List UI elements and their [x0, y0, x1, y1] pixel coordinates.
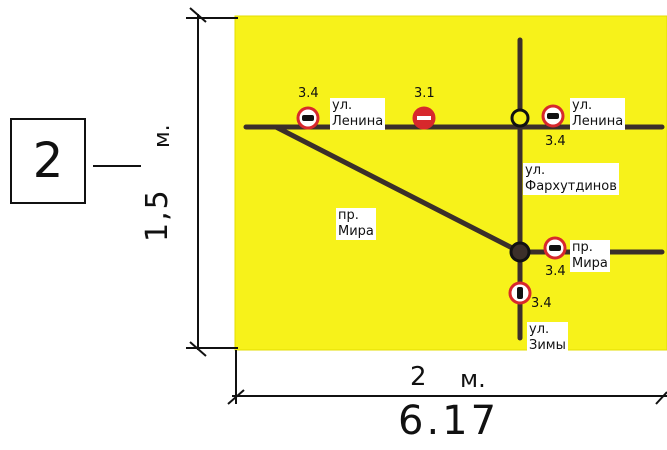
figure-number-dash: [93, 165, 141, 167]
sign-number-2: 3.1: [414, 86, 435, 101]
label-mira-right: пр. Мира: [570, 240, 610, 272]
width-dimension-value: 2: [410, 362, 429, 392]
sign-3-4-mira: [543, 236, 567, 260]
width-dimension-unit: м.: [460, 365, 486, 393]
sign-3-4-left: [296, 106, 320, 130]
label-lenina-right: ул. Ленина: [570, 98, 626, 130]
sign-3-4-zimy: [508, 281, 532, 305]
sign-number-4: 3.4: [545, 264, 566, 279]
label-lenina-left: ул. Ленина: [330, 98, 386, 130]
label-farkhutdinov: ул. Фархутдинов: [523, 163, 619, 195]
figure-number: 2: [32, 133, 64, 189]
height-dimension-line: [186, 7, 238, 357]
height-dimension-unit: м.: [150, 124, 175, 148]
figure-code: 6.17: [398, 398, 500, 444]
sign-3-4-right: [541, 104, 565, 128]
label-mira-left: пр. Мира: [336, 208, 376, 240]
label-zimy: ул. Зимы: [527, 322, 568, 354]
junction-node-top: [510, 108, 530, 128]
figure-number-box: 2: [10, 118, 86, 204]
sign-number-3: 3.4: [545, 134, 566, 149]
junction-node-bottom: [509, 241, 531, 263]
height-dimension-value: 1,5: [140, 188, 175, 242]
sign-number-1: 3.4: [298, 86, 319, 101]
sign-number-5: 3.4: [531, 296, 552, 311]
width-dimension-line: [227, 350, 667, 405]
sign-3-1: [412, 106, 436, 130]
